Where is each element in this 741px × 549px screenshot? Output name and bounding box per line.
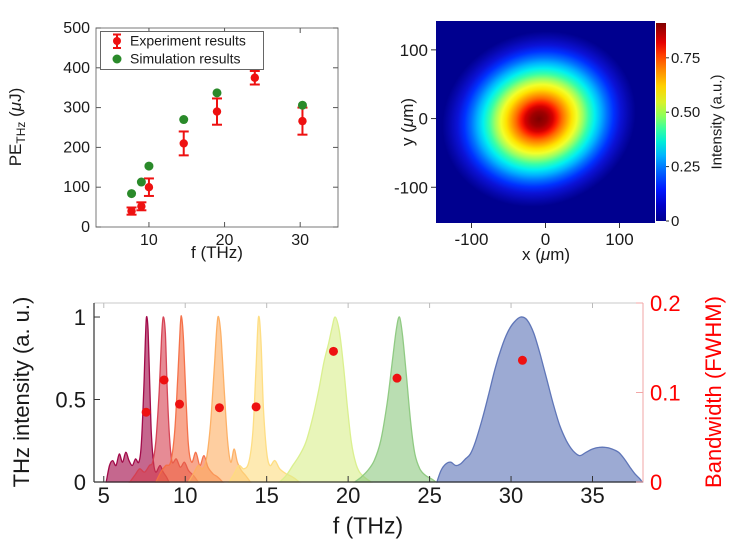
simulation-point [179,115,189,125]
legend-experiment-marker [113,37,121,45]
spectrum-peak [128,316,200,483]
bandwidth-dot [214,403,224,413]
legend-experiment-label: Experiment results [130,33,246,49]
spectra-y-tick-left-label: 1 [74,305,86,330]
colorbar-tick-label: 0.25 [671,159,700,176]
spectra-ylabel-right: Bandwidth (FWHM) [701,296,726,488]
simulation-point [212,88,222,98]
simulation-point [250,59,260,69]
spectra-ylabel-left: THz intensity (a. u.) [9,296,34,488]
spectra-x-tick-label: 15 [254,483,278,508]
beam-profile-heatmap [436,21,655,223]
spectrum-peak [228,315,302,483]
energy-plot-box [95,27,339,228]
legend-box [100,31,264,70]
colorbar-tick-label: 0.50 [671,104,700,121]
beam-y-tick-label: 100 [400,41,428,60]
experiment-point [144,183,154,192]
bandwidth-dot [159,375,169,385]
gaussian-beam-blob [436,21,655,223]
experiment-point [179,139,188,148]
beam-ylabel: y (μm) [398,97,417,147]
experiment-point [250,73,260,82]
experiment-point [298,116,307,126]
bandwidth-dot [175,399,185,409]
spectra-xlabel: f (THz) [332,512,404,539]
spectra-x-tick-label: 25 [417,483,441,508]
spectra-x-tick-label: 10 [173,483,197,508]
legend-simulation-label: Simulation results [130,51,241,67]
beam-y-tick-label: 0 [419,110,428,129]
spectra-y-tick-right-label: 0.2 [650,291,681,316]
colorbar-tick-label: 0.75 [671,50,700,67]
colorbar-tick-label: 0 [671,213,679,230]
spectra-y-tick-left-label: 0.5 [55,388,86,413]
spectra-x-tick-label: 5 [98,483,110,508]
experiment-point [137,202,146,211]
beam-xlabel: x (μm) [521,245,571,264]
spectra-y-tick-right-label: 0 [650,470,662,495]
experiment-point [127,206,136,216]
bandwidth-dot [141,407,151,417]
spectra-x-tick-label: 20 [336,483,360,508]
energy-x-tick-label: 30 [291,232,309,249]
spectra-y-tick-right-label: 0.1 [650,381,681,406]
energy-y-tick-label: 400 [63,60,90,77]
energy-x-tick-label: 10 [140,232,158,249]
simulation-point [127,189,137,199]
energy-ylabel: PETHz (μJ) [6,87,28,167]
energy-y-tick-label: 100 [63,179,90,196]
beam-y-tick-label: -100 [394,178,428,197]
spectra-x-tick-label: 35 [580,483,604,508]
bandwidth-dot [251,402,261,412]
intensity-colorbar [656,23,666,221]
spectra-y-tick-left-label: 0 [74,470,86,495]
simulation-point [297,100,307,110]
energy-y-tick-label: 300 [63,100,90,117]
colorbar-label: Intensity (a.u.) [708,74,726,170]
spectrum-peak [278,316,373,483]
experiment-point [212,107,222,116]
spectrum-peak [435,316,644,483]
beam-x-tick-label: -100 [454,230,488,249]
spectrum-peak [154,315,225,483]
energy-xlabel: f (THz) [191,243,243,262]
beam-x-tick-label: 100 [605,230,633,249]
simulation-point [136,177,146,187]
legend-simulation-marker [112,54,122,64]
energy-y-tick-label: 500 [63,20,90,37]
spectrum-peak [187,315,252,483]
energy-y-tick-label: 0 [81,219,90,236]
spectrum-peak [105,315,170,483]
bandwidth-dot [517,355,527,365]
energy-y-tick-label: 200 [63,139,90,156]
spectrum-peak [352,316,439,483]
simulation-point [144,161,154,171]
bandwidth-dot [328,346,338,356]
spectra-x-tick-label: 30 [499,483,523,508]
bandwidth-dot [392,373,402,383]
